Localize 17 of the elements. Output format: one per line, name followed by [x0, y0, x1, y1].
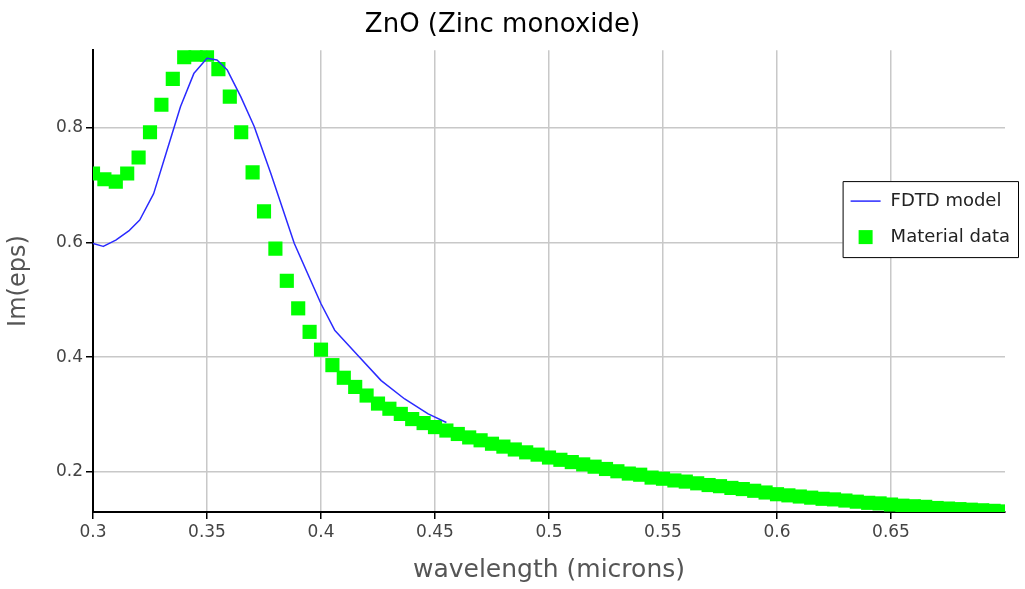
- x-tick-label: 0.5: [535, 520, 563, 541]
- x-tick-label: 0.6: [763, 520, 791, 541]
- legend-label: Material data: [890, 224, 1010, 246]
- x-axis-title: wavelength (microns): [412, 553, 686, 583]
- x-tick-label: 0.3: [79, 520, 107, 541]
- x-tick-label: 0.45: [416, 520, 454, 541]
- y-tick-label: 0.4: [55, 345, 83, 366]
- chart-title: ZnO (Zinc monoxide): [364, 8, 641, 39]
- y-tick-label: 0.6: [55, 230, 83, 251]
- y-axis-title: Im(eps): [2, 235, 31, 327]
- x-tick-label: 0.4: [307, 520, 335, 541]
- x-tick-label: 0.55: [644, 520, 682, 541]
- y-tick-label: 0.8: [55, 116, 83, 137]
- y-tick-label: 0.2: [55, 460, 83, 481]
- legend-label: FDTD model: [890, 188, 1002, 210]
- x-tick-label: 0.65: [872, 520, 910, 541]
- x-tick-label: 0.35: [188, 520, 226, 541]
